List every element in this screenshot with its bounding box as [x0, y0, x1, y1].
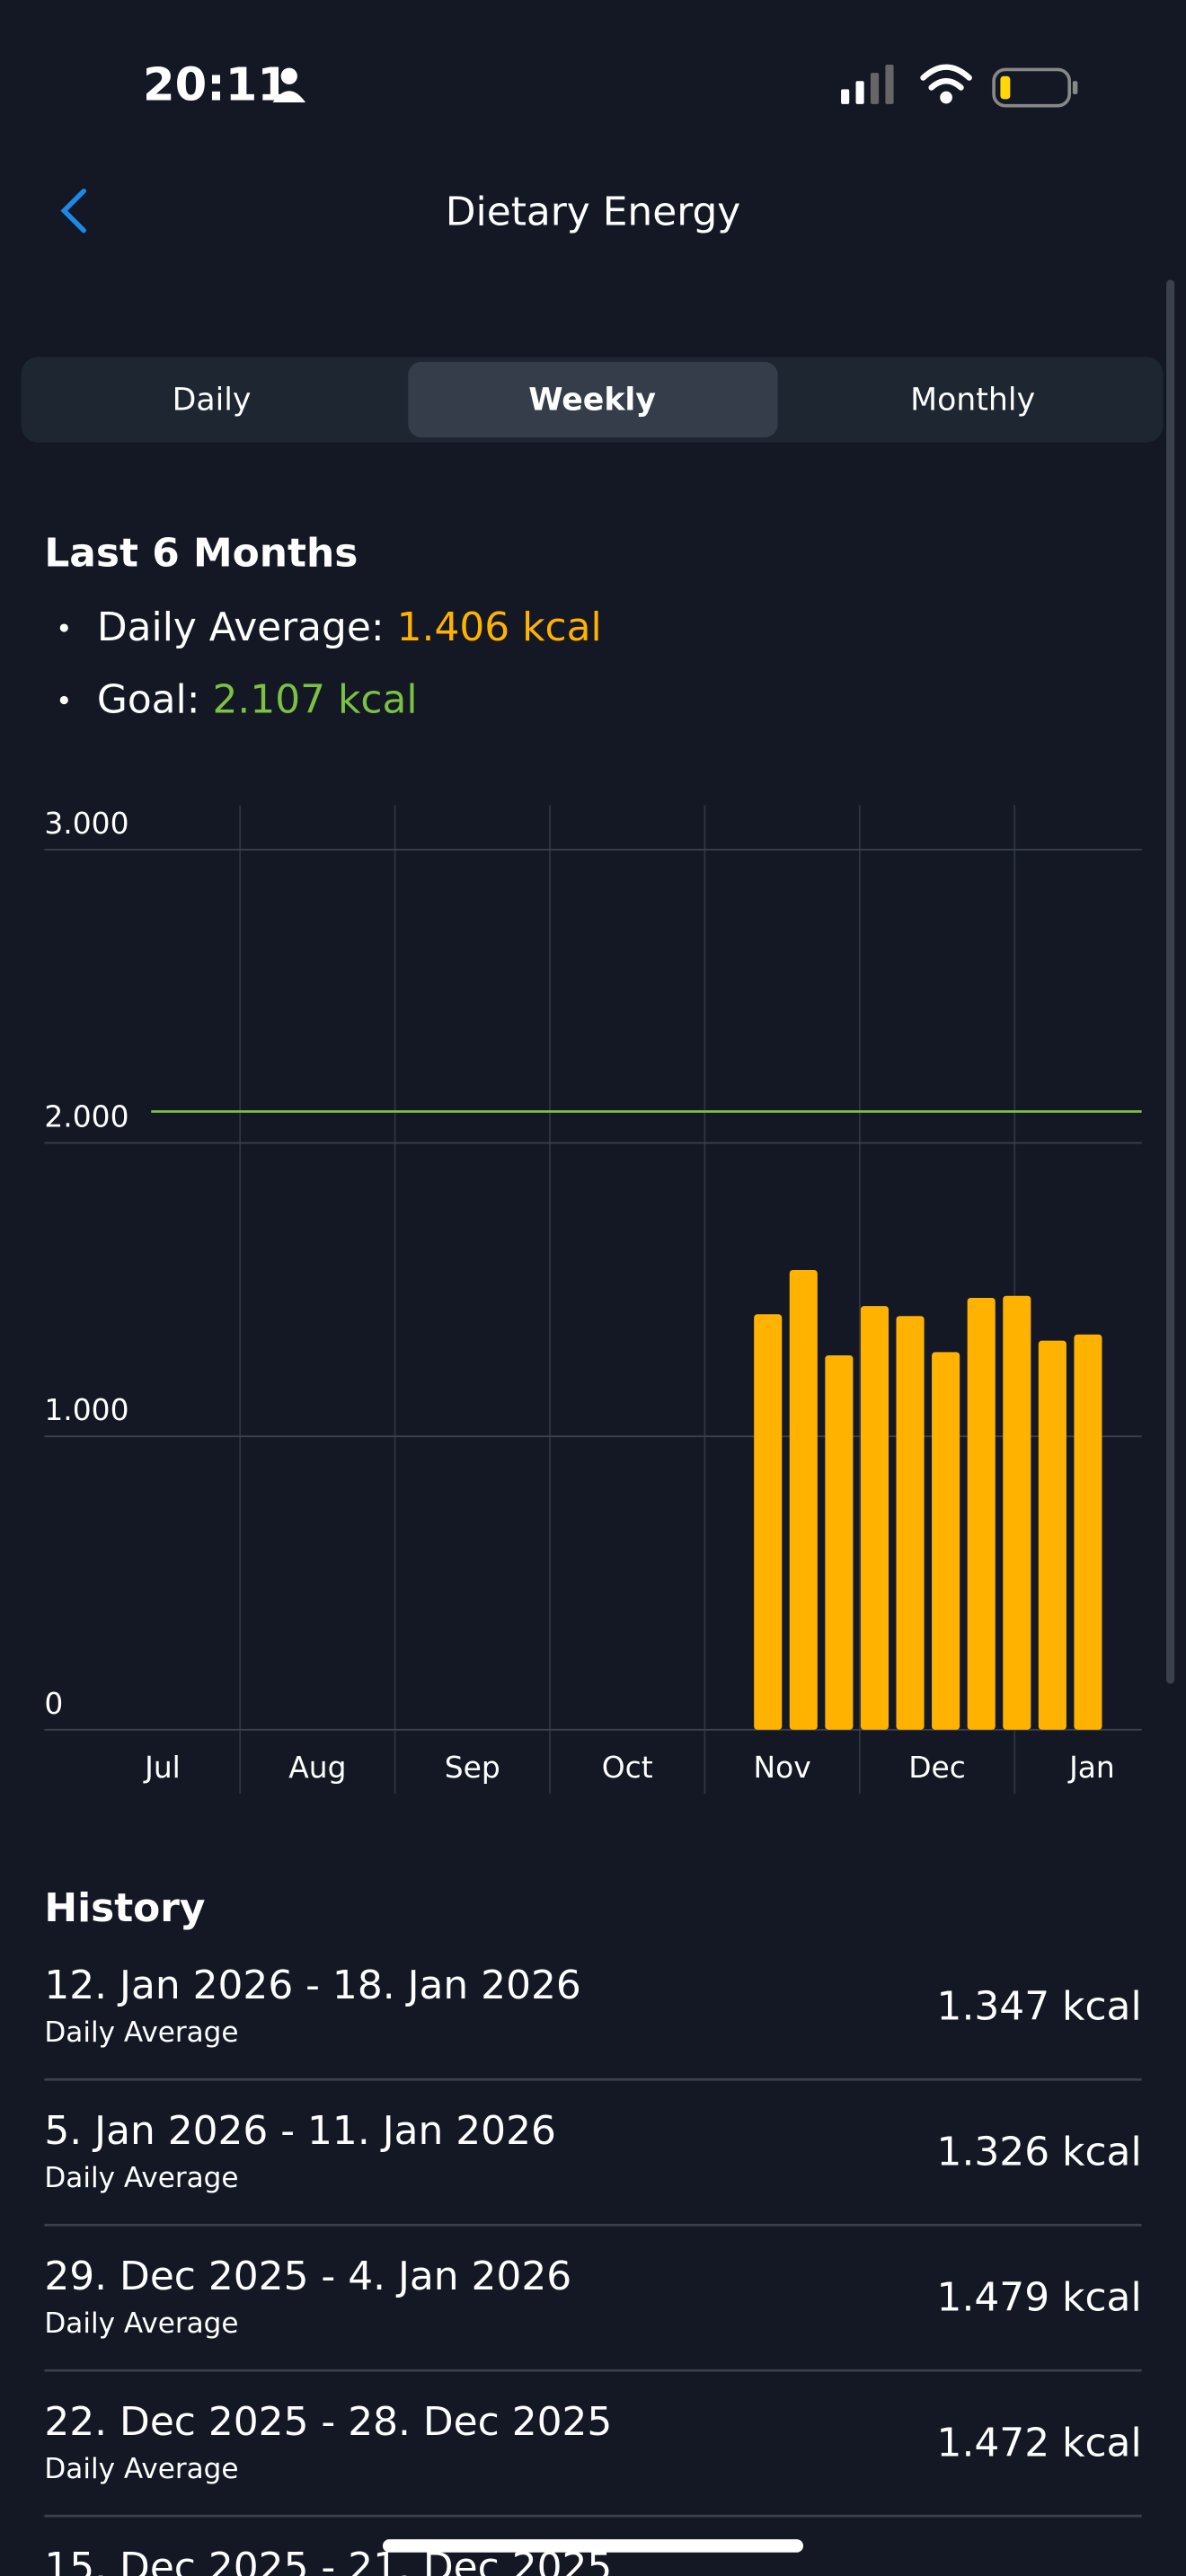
- y-tick-label: 2.000: [44, 1099, 128, 1134]
- average-label: Daily Average:: [97, 604, 397, 650]
- header-title: Dietary Energy: [446, 189, 740, 234]
- history-title: History: [44, 1885, 205, 1931]
- summary-heading: Last 6 Months: [44, 531, 358, 577]
- scrollbar: [1166, 279, 1175, 1684]
- x-tick-label: Jul: [143, 1750, 181, 1785]
- history-value: 1.479 kcal: [937, 2275, 1142, 2321]
- y-tick-label: 0: [44, 1686, 63, 1721]
- goal-line-text: Goal: 2.107 kcal: [97, 676, 418, 722]
- x-tick-label: Dec: [908, 1750, 966, 1785]
- bar: [967, 1297, 996, 1730]
- x-tick-label: Aug: [288, 1750, 346, 1785]
- battery-icon: [992, 67, 1078, 108]
- goal-label: Goal:: [97, 676, 213, 722]
- bar: [1038, 1340, 1067, 1730]
- bar: [860, 1306, 889, 1730]
- history-label: Daily Average: [44, 2307, 238, 2340]
- history-value: 1.326 kcal: [937, 2130, 1142, 2175]
- bullet: [59, 623, 68, 632]
- tab[interactable]: Daily: [173, 383, 252, 419]
- bullet: [59, 695, 68, 705]
- history-value: 1.472 kcal: [937, 2421, 1142, 2466]
- average-value: 1.406 kcal: [397, 604, 602, 650]
- history-range: 29. Dec 2025 - 4. Jan 2026: [44, 2254, 571, 2299]
- history-label: Daily Average: [44, 2453, 238, 2485]
- status-time: 20:11: [143, 58, 289, 112]
- history-label: Daily Average: [44, 2162, 238, 2194]
- average-line: Daily Average: 1.406 kcal: [97, 604, 602, 650]
- bar: [789, 1269, 818, 1730]
- x-tick-label: Jan: [1067, 1750, 1115, 1785]
- x-tick-label: Sep: [445, 1750, 500, 1785]
- tab-selected-bg: [408, 361, 778, 437]
- bar: [896, 1316, 925, 1730]
- back-button[interactable]: [60, 188, 86, 234]
- history-label: Daily Average: [44, 2016, 238, 2049]
- bar: [932, 1352, 960, 1730]
- x-tick-label: Nov: [754, 1750, 811, 1785]
- history-value: 1.347 kcal: [937, 1984, 1142, 2030]
- history-range: 22. Dec 2025 - 28. Dec 2025: [44, 2399, 612, 2445]
- bar: [1003, 1295, 1031, 1730]
- tab[interactable]: Monthly: [910, 383, 1035, 419]
- tab[interactable]: Weekly: [528, 383, 656, 419]
- wifi-icon: [920, 64, 972, 104]
- chart: Jul Aug Sep Oct Nov Dec Jan 0 1.000 2.000 3.000: [44, 805, 1142, 1795]
- y-tick-label: 3.000: [44, 806, 128, 841]
- bar: [1074, 1334, 1102, 1730]
- goal-value: 2.107 kcal: [212, 676, 417, 722]
- history-range: 5. Jan 2026 - 11. Jan 2026: [44, 2108, 556, 2154]
- bar: [754, 1314, 783, 1730]
- person-icon: [272, 67, 306, 102]
- signal-icon: [841, 64, 894, 104]
- bar: [825, 1354, 854, 1730]
- history-range: 12. Jan 2026 - 18. Jan 2026: [44, 1963, 580, 2008]
- y-tick-label: 1.000: [44, 1392, 128, 1427]
- x-tick-label: Oct: [602, 1750, 653, 1785]
- home-indicator: [382, 2539, 804, 2553]
